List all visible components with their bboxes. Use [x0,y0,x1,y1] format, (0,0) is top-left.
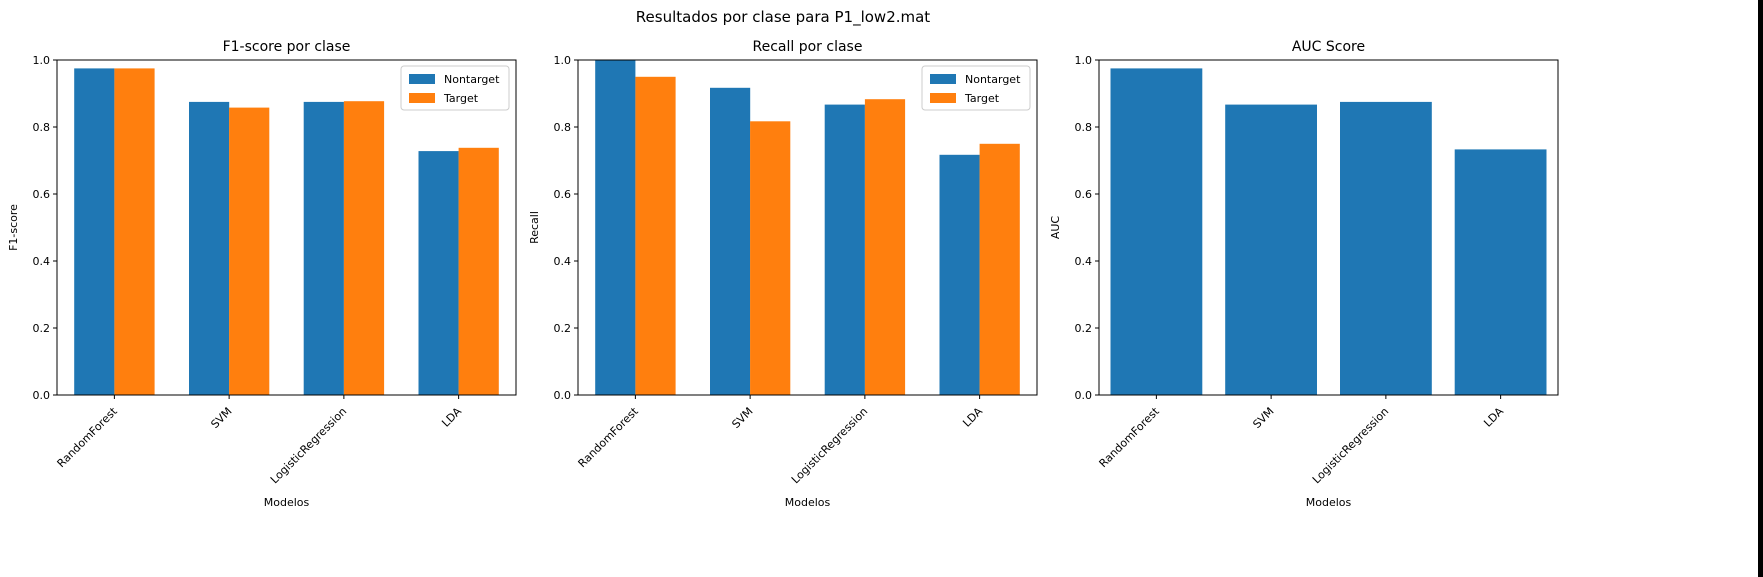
y-tick-label: 0.2 [554,322,572,335]
bar-target-RandomForest [635,76,676,396]
window-edge [1758,0,1763,577]
x-tick-label: RandomForest [576,404,642,470]
legend: Nontarget Target [400,65,510,111]
y-tick-label: 1.0 [554,54,572,67]
legend: Nontarget Target [921,65,1031,111]
x-tick-label: LDA [960,405,985,430]
y-tick-label: 1.0 [1075,54,1093,67]
bar-target-LogisticRegression [864,99,906,395]
x-axis-label: Modelos [785,496,831,509]
figure-suptitle: Resultados por clase para P1_low2.mat [636,8,931,27]
chart-title: Recall por clase [753,39,863,55]
chart-panel-2: 0.0 0.2 0.4 0.6 0.8 1.0 RandomForest SVM Logisti… [528,39,1038,509]
y-tick-label: 0.8 [33,121,51,134]
y-tick-label: 0.4 [33,255,51,268]
legend-label: Target [443,92,479,105]
bar-auc-LDA [1454,149,1547,395]
y-tick-label: 0.6 [33,188,51,201]
axes-frame [577,59,1038,396]
y-tick-label: 0.2 [33,322,51,335]
bar-auc-LogisticRegression [1340,101,1432,396]
y-tick-label: 0.6 [554,188,572,201]
chart-title: AUC Score [1292,39,1365,55]
x-tick-label: LDA [439,405,464,430]
bar-target-RandomForest [114,68,155,396]
bar-target-LogisticRegression [343,101,385,395]
bar-auc-RandomForest [1110,68,1203,396]
x-axis-label: Modelos [264,496,310,509]
bar-target-LDA [458,147,499,395]
x-tick-label: LogisticRegression [268,405,349,486]
y-axis-label: Recall [528,211,541,244]
x-tick-label: LDA [1481,405,1506,430]
chart-panel-3: 0.0 0.2 0.4 0.6 0.8 1.0 RandomForest SVM Logisti… [1049,39,1559,509]
y-tick-label: 0.8 [1075,121,1093,134]
y-tick-label: 0.8 [554,121,572,134]
legend-label: Nontarget [965,73,1021,86]
legend-swatch-target [930,93,956,103]
y-axis-label: AUC [1049,216,1062,240]
legend-swatch-nontarget [409,74,435,84]
bar-nontarget-RandomForest [74,68,115,396]
x-tick-label: SVM [208,405,234,431]
legend-label: Nontarget [444,73,500,86]
axes-frame [56,59,517,396]
x-axis-label: Modelos [1306,496,1352,509]
bar-target-LDA [979,143,1020,396]
bar-nontarget-LogisticRegression [824,104,865,395]
chart-panel-1: 0.0 0.2 0.4 0.6 0.8 1.0 RandomForest SVM Logisti… [7,39,517,509]
y-tick-label: 0.2 [1075,322,1093,335]
y-tick-label: 1.0 [33,54,51,67]
y-tick-label: 0.0 [33,389,51,402]
y-tick-label: 0.4 [1075,255,1093,268]
bar-nontarget-LogisticRegression [303,101,344,396]
x-tick-label: LogisticRegression [1310,405,1391,486]
chart-panels: 0.0 0.2 0.4 0.6 0.8 1.0 RandomForest SVM Logisti… [7,39,1559,509]
x-tick-label: LogisticRegression [789,405,870,486]
bar-target-SVM [229,107,270,395]
legend-swatch-target [409,93,435,103]
y-tick-label: 0.4 [554,255,572,268]
axes-frame [1098,59,1559,396]
bar-nontarget-SVM [189,101,230,396]
legend-label: Target [964,92,1000,105]
x-tick-label: SVM [729,405,755,431]
y-tick-label: 0.0 [1075,389,1093,402]
x-tick-label: RandomForest [55,404,121,470]
y-axis-label: F1-score [7,204,20,251]
x-tick-label: SVM [1250,405,1276,431]
bar-auc-SVM [1225,104,1317,395]
chart-title: F1-score por clase [223,39,351,55]
y-tick-label: 0.6 [1075,188,1093,201]
bar-nontarget-SVM [710,87,751,396]
bar-nontarget-LDA [939,154,980,395]
x-tick-label: RandomForest [1097,404,1163,470]
bar-target-SVM [750,121,791,396]
y-tick-label: 0.0 [554,389,572,402]
bar-nontarget-RandomForest [595,60,636,395]
legend-swatch-nontarget [930,74,956,84]
bar-nontarget-LDA [418,151,459,395]
